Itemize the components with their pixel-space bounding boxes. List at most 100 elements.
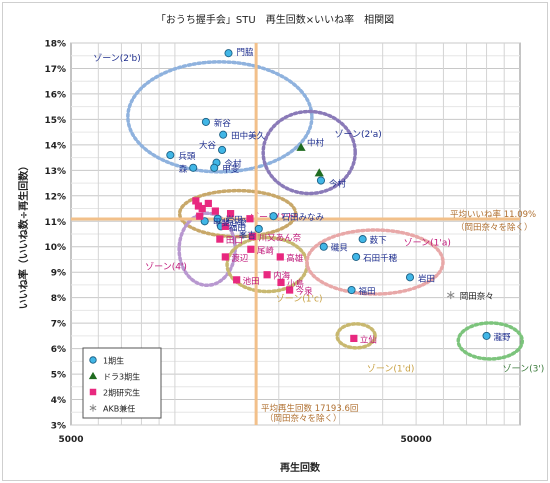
legend-marker [89,388,97,396]
data-point [224,49,233,58]
point-label: 岩田 [226,215,243,226]
point-label: 磯貝 [331,243,348,254]
point-label: 森 [179,164,188,175]
data-point [319,242,328,251]
point-label: 薮下 [370,235,388,246]
legend-label: AKB兼任 [103,404,135,414]
y-tick-label: 14% [44,141,66,151]
zone-ellipse [456,321,525,361]
point-label: 今村 [329,179,347,190]
data-point [198,204,206,213]
data-point [347,285,356,295]
data-point [196,212,204,220]
avg-views-sublabel: （岡田奈々を除く） [265,413,342,424]
point-label: 福田 [359,286,376,297]
data-point [211,207,219,215]
legend-label: 2期研究生 [103,388,140,398]
zone-ellipse [261,109,357,196]
legend-label: ドラ3期生 [103,372,140,382]
data-point [221,253,229,261]
data-point [219,130,228,139]
data-point [405,273,415,282]
point-label: 田中美久 [231,131,266,142]
point-label: 甲斐心愛 [213,217,248,228]
point-label: 渡辺 [231,253,249,264]
zone-label: ゾーン(2'a) [334,129,381,140]
y-tick-label: 9% [51,269,66,279]
data-point [286,286,294,294]
point-label: 小島 [287,278,305,289]
y-tick-label: 12% [44,192,66,202]
y-tick-label: 4% [51,396,66,406]
data-point [204,199,212,208]
data-point [352,252,361,261]
data-point [350,334,358,343]
chart-title: 「おうち握手会」STU 再生回数×いいね率 相関図 [156,13,394,26]
data-point [210,163,219,172]
data-point [316,176,326,185]
point-label: 峯吉 [239,231,256,241]
zone-ellipse [126,60,314,174]
point-label: 内海 [273,271,291,282]
zone-ellipse [335,322,377,350]
data-point [249,232,257,241]
zone-label: ゾーン(1'c) [276,293,323,304]
data-point [218,145,227,155]
data-point [247,245,255,253]
point-label: 池田 [243,276,260,287]
y-tick-label: 16% [44,90,66,100]
point-label: 石田みなみ [281,213,324,223]
point-label: 兵頭 [178,151,196,162]
data-point [194,202,203,210]
y-tick-label: 13% [44,167,66,177]
point-label: 今村 [225,159,243,170]
point-label: 尾崎 [257,245,275,256]
avg-like-rate-label: 平均いいね率 11.09% [450,209,536,220]
legend-marker [89,404,97,412]
point-label: 立仙 [360,334,377,345]
data-point [192,197,200,205]
point-label: 今泉 [296,286,314,297]
point-label: 甲斐 [222,164,240,175]
scatter-chart: ゾーン(2'b)ゾーン(2'a)ゾーン(1'b)ゾーン(4')ゾーン(1'c)ゾ… [17,13,544,474]
legend-marker [89,356,97,364]
data-point [482,331,491,340]
legend-marker [88,371,98,380]
y-tick-label: 3% [51,422,66,432]
x-axis-label: 再生回数 [280,461,321,474]
point-label: 田口 [226,236,243,246]
y-tick-label: 7% [51,320,66,330]
y-tick-label: 10% [44,243,66,253]
y-tick-label: 17% [44,65,66,75]
data-point [263,271,271,279]
data-point [216,235,224,243]
point-label: 岩田 [418,273,435,284]
legend-label: 1期生 [103,356,124,366]
data-point [226,210,235,218]
y-axis-label: いいね率（いいね数÷再生回数） [17,161,30,309]
point-label: 門脇 [236,48,253,58]
zone-ellipse [177,188,298,239]
point-label: 岡田奈々 [460,291,494,302]
point-label: 新谷 [214,118,232,129]
data-point [358,235,367,244]
data-point [447,291,455,300]
zone-label: ゾーン(1'd) [367,364,415,375]
data-point [189,163,198,172]
avg-views-label: 平均再生回数 17193.6回 [261,403,358,414]
data-point [221,222,229,230]
data-point [296,142,306,151]
data-point [201,117,210,126]
avg-like-rate-sublabel: （岡田奈々を除く） [456,222,533,233]
y-tick-label: 8% [51,294,66,304]
point-label: 川又あん奈 [259,233,302,244]
data-point [276,253,284,261]
data-point [269,212,278,221]
data-point [314,168,324,177]
data-point [166,151,175,160]
data-point [233,276,241,284]
zone-label: ゾーン(1'a) [404,237,451,248]
data-point [213,214,222,223]
point-label: 福田 [229,222,246,233]
